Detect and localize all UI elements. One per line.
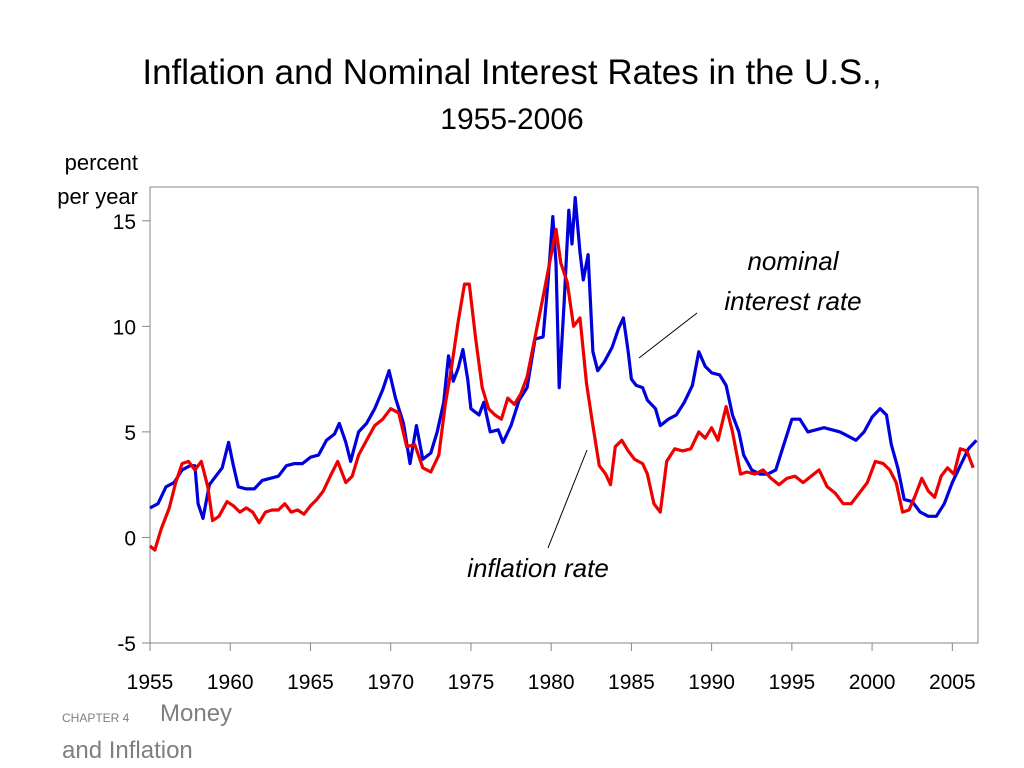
- line-chart: -5 0 5 10 15 1955 1960 1965 1970 1975 1980 1985 1990…: [113, 186, 979, 694]
- x-tick-label: 2005: [929, 671, 976, 694]
- x-tick-label: 1960: [207, 671, 254, 694]
- x-tick-label: 2000: [849, 671, 896, 694]
- y-tick-label: 15: [113, 211, 136, 234]
- x-tick-label: 1970: [367, 671, 414, 694]
- x-tick-label: 1965: [287, 671, 334, 694]
- footer-title: Money: [160, 700, 233, 727]
- y-axis-label-line1: percent: [64, 150, 138, 175]
- y-tick-label: -5: [117, 633, 136, 656]
- y-tick-label: 10: [113, 316, 136, 339]
- inflation-annotation: inflation rate: [467, 553, 609, 583]
- nominal-annotation-line2: interest rate: [724, 286, 861, 316]
- inflation-leader-line: [547, 449, 588, 549]
- series-layer: [148, 196, 978, 552]
- y-tick-label: 0: [124, 527, 136, 550]
- plot-area: [149, 186, 979, 644]
- x-tick-label: 1980: [528, 671, 575, 694]
- x-tick-label: 1985: [608, 671, 655, 694]
- footer-chapter: CHAPTER 4: [62, 711, 130, 725]
- inflation-rate-line: [148, 227, 975, 552]
- chart-subtitle: 1955-2006: [440, 103, 584, 136]
- axis-ticks: -5 0 5 10 15 1955 1960 1965 1970 1975 1980 1985 1990…: [113, 211, 976, 694]
- x-tick-label: 1975: [448, 671, 495, 694]
- x-tick-label: 1955: [127, 671, 174, 694]
- y-axis-label: percent per year: [57, 146, 138, 214]
- x-tick-label: 1995: [769, 671, 816, 694]
- x-tick-label: 1990: [688, 671, 735, 694]
- chart-title: Inflation and Nominal Interest Rates in …: [142, 53, 882, 92]
- y-tick-label: 5: [124, 422, 136, 445]
- nominal-annotation-line1: nominal: [747, 246, 839, 276]
- footer-title-line2: and Inflation: [62, 737, 193, 764]
- nominal-interest-rate-line: [149, 196, 978, 520]
- nominal-leader-line: [638, 312, 698, 359]
- y-axis-label-line2: per year: [57, 184, 138, 209]
